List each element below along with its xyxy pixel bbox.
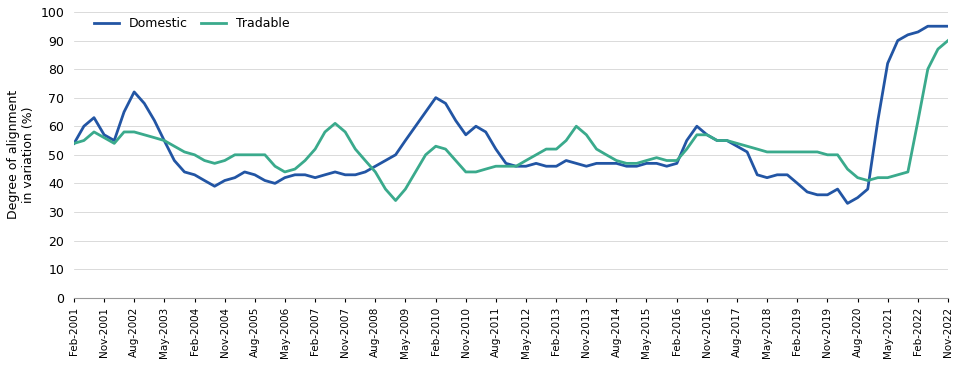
Legend: Domestic, Tradable: Domestic, Tradable xyxy=(89,12,294,35)
Line: Tradable: Tradable xyxy=(74,41,948,200)
Y-axis label: Degree of alignment
in variation (%): Degree of alignment in variation (%) xyxy=(7,90,35,219)
Line: Domestic: Domestic xyxy=(74,26,948,203)
